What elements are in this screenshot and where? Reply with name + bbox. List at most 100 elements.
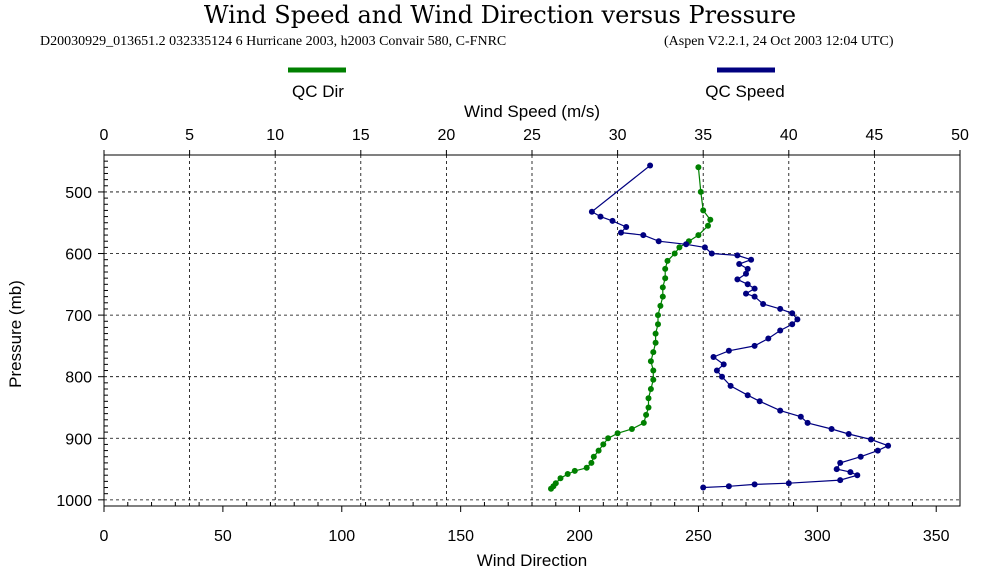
data-point-qc-speed	[655, 238, 662, 245]
y-axis-tick-label: 1000	[56, 493, 92, 510]
bottom-axis-tick-label: 100	[328, 528, 355, 545]
data-point-qc-speed	[734, 276, 741, 283]
bottom-axis-tick-label: 300	[804, 528, 831, 545]
data-point-qc-speed	[734, 252, 741, 259]
data-point-qc-dir	[662, 275, 669, 282]
bottom-axis-tick-label: 250	[685, 528, 712, 545]
top-axis-tick-label: 40	[780, 127, 798, 144]
data-point-qc-speed	[701, 244, 708, 251]
top-axis-tick-label: 45	[866, 127, 884, 144]
data-point-qc-speed	[748, 256, 755, 263]
data-point-qc-speed	[797, 413, 804, 420]
data-point-qc-dir	[647, 358, 654, 365]
top-axis-tick-label: 10	[266, 127, 284, 144]
data-point-qc-dir	[605, 435, 612, 442]
data-point-qc-speed	[760, 301, 767, 307]
data-point-qc-speed	[713, 367, 720, 374]
data-point-qc-speed	[618, 229, 624, 236]
top-axis-tick-label: 35	[694, 127, 712, 144]
data-point-qc-speed	[777, 305, 784, 312]
y-axis-tick-label: 500	[65, 185, 92, 202]
legend-label-qc-dir: QC Dir	[292, 82, 344, 101]
series-line-qc-dir	[550, 167, 711, 490]
data-point-qc-dir	[705, 222, 711, 229]
data-point-qc-speed	[845, 431, 852, 437]
data-point-qc-dir	[590, 453, 597, 460]
data-point-qc-speed	[794, 316, 801, 323]
data-point-qc-speed	[804, 419, 811, 426]
data-point-qc-speed	[647, 162, 654, 169]
data-point-qc-dir	[671, 250, 678, 257]
bottom-axis-tick-label: 200	[566, 528, 593, 545]
y-axis-tick-label: 600	[65, 247, 92, 264]
data-point-qc-dir	[659, 284, 666, 291]
data-point-qc-speed	[744, 281, 751, 288]
data-point-qc-speed	[725, 347, 732, 354]
data-point-qc-speed	[708, 250, 715, 257]
data-point-qc-dir	[647, 386, 654, 392]
data-point-qc-speed	[725, 483, 732, 490]
data-point-qc-speed	[837, 477, 844, 484]
top-axis-tick-label: 0	[100, 127, 109, 144]
data-point-qc-dir	[564, 471, 571, 477]
data-point-qc-speed	[727, 382, 734, 389]
data-point-qc-speed	[837, 459, 844, 466]
data-point-qc-speed	[597, 213, 604, 220]
y-axis-tick-label: 900	[65, 431, 92, 448]
data-point-qc-dir	[640, 419, 647, 426]
bottom-axis-tick-label: 0	[100, 528, 109, 545]
data-point-qc-speed	[885, 442, 892, 449]
y-axis-tick-label: 700	[65, 308, 92, 325]
data-point-qc-speed	[751, 293, 758, 300]
data-point-qc-speed	[683, 241, 690, 248]
grid-lines	[104, 155, 960, 506]
data-point-qc-speed	[857, 453, 864, 460]
data-point-qc-speed	[847, 469, 854, 476]
data-point-qc-speed	[874, 447, 881, 454]
data-point-qc-speed	[700, 484, 707, 491]
data-point-qc-dir	[695, 164, 702, 171]
data-point-qc-dir	[614, 430, 621, 437]
data-point-qc-dir	[650, 349, 657, 356]
data-point-qc-speed	[719, 373, 725, 380]
data-point-qc-dir	[659, 293, 666, 300]
data-point-qc-speed	[710, 354, 717, 360]
data-point-qc-dir	[571, 467, 578, 474]
top-axis-tick-label: 5	[185, 127, 194, 144]
data-point-qc-speed	[743, 290, 749, 297]
data-point-qc-speed	[720, 361, 727, 368]
top-axis-title: Wind Speed (m/s)	[464, 102, 600, 121]
axes: 0 5 10 15 20 25 30 35 40 45 50 500 600 700 800 900 1000 0…	[56, 127, 969, 545]
data-point-qc-speed	[828, 426, 835, 432]
data-point-qc-dir	[643, 411, 650, 418]
data-point-qc-speed	[833, 466, 840, 473]
data-point-qc-dir	[697, 188, 704, 195]
data-point-qc-dir	[657, 302, 664, 309]
data-point-qc-speed	[868, 436, 874, 443]
data-point-qc-speed	[789, 310, 796, 317]
data-point-qc-speed	[743, 270, 749, 277]
chart-subtitle-flight-info: D20030929_013651.2 032335124 6 Hurricane…	[40, 34, 507, 49]
data-point-qc-dir	[695, 232, 702, 239]
data-point-qc-speed	[756, 398, 763, 405]
data-point-qc-speed	[751, 285, 758, 292]
data-point-qc-dir	[583, 464, 590, 471]
data-point-qc-speed	[765, 335, 772, 342]
data-point-qc-dir	[595, 447, 602, 454]
data-point-qc-dir	[645, 404, 652, 411]
series-line-qc-speed	[590, 165, 890, 489]
data-point-qc-speed	[640, 232, 647, 239]
data-point-qc-dir	[588, 459, 595, 466]
bottom-axis-tick-label: 50	[214, 528, 232, 545]
data-point-qc-speed	[854, 472, 861, 479]
data-point-qc-speed	[609, 217, 616, 224]
series-group	[548, 162, 892, 492]
bottom-axis-title: Wind Direction	[477, 551, 588, 570]
data-point-qc-speed	[785, 480, 792, 487]
data-point-qc-dir	[664, 257, 671, 264]
data-point-qc-dir	[557, 475, 564, 482]
bottom-axis-tick-label: 350	[923, 528, 950, 545]
data-point-qc-dir	[676, 244, 683, 251]
data-point-qc-dir	[655, 321, 661, 328]
data-point-qc-dir	[600, 441, 607, 448]
